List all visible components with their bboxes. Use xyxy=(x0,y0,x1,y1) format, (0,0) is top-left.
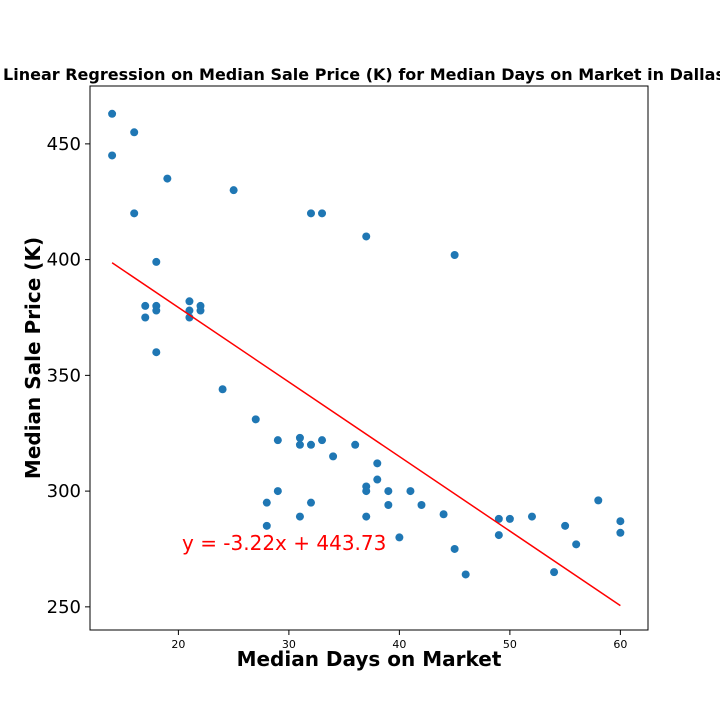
y-tick-label: 300 xyxy=(47,481,81,502)
data-point xyxy=(594,496,603,505)
chart-title: Linear Regression on Median Sale Price (… xyxy=(3,65,720,84)
data-point xyxy=(351,440,360,449)
data-point xyxy=(494,531,503,540)
data-point xyxy=(362,512,371,521)
data-point xyxy=(318,209,327,218)
data-point xyxy=(262,498,271,507)
data-point xyxy=(362,487,371,496)
data-point xyxy=(130,128,139,137)
data-point xyxy=(373,475,382,484)
data-point xyxy=(616,517,625,526)
axis-ticks: 20 30 40 50 60 250 300 350 400 450 xyxy=(47,134,628,651)
y-tick-label: 350 xyxy=(47,365,81,386)
regression-equation: y = -3.22x + 443.73 xyxy=(182,531,386,555)
data-point xyxy=(450,250,459,259)
data-point xyxy=(108,109,117,118)
data-point xyxy=(373,459,382,468)
y-axis-label: Median Sale Price (K) xyxy=(21,237,45,479)
data-point xyxy=(505,514,514,523)
data-point xyxy=(152,257,161,266)
data-point xyxy=(494,514,503,523)
data-point xyxy=(185,306,194,315)
data-point xyxy=(306,498,315,507)
data-point xyxy=(384,487,393,496)
data-point xyxy=(295,512,304,521)
data-point xyxy=(295,440,304,449)
data-point xyxy=(461,570,470,579)
data-point xyxy=(229,186,238,195)
y-tick-label: 450 xyxy=(47,134,81,155)
data-point xyxy=(306,440,315,449)
y-tick-label: 400 xyxy=(47,250,81,271)
x-tick-label: 30 xyxy=(282,638,296,651)
data-point xyxy=(163,174,172,183)
data-point xyxy=(406,487,415,496)
data-point xyxy=(417,500,426,509)
regression-line-group xyxy=(111,262,621,607)
data-point xyxy=(329,452,338,461)
data-point xyxy=(306,209,315,218)
data-point xyxy=(196,306,205,315)
data-point xyxy=(561,521,570,530)
data-point xyxy=(108,151,117,160)
data-point xyxy=(550,568,559,577)
data-point xyxy=(130,209,139,218)
data-point xyxy=(318,436,327,445)
data-point xyxy=(395,533,404,542)
data-point xyxy=(185,297,194,306)
plot-area xyxy=(89,85,649,631)
data-point xyxy=(251,415,260,424)
data-point xyxy=(152,348,161,357)
data-point xyxy=(273,487,282,496)
data-point xyxy=(450,544,459,553)
x-tick-label: 60 xyxy=(613,638,627,651)
regression-line xyxy=(111,262,621,607)
x-axis-label: Median Days on Market xyxy=(237,647,502,671)
data-point xyxy=(273,436,282,445)
x-tick-label: 40 xyxy=(392,638,406,651)
data-point xyxy=(362,232,371,241)
data-point xyxy=(152,306,161,315)
data-point xyxy=(439,510,448,519)
data-point xyxy=(262,521,271,530)
data-point xyxy=(527,512,536,521)
y-tick-label: 250 xyxy=(47,597,81,618)
data-point xyxy=(218,385,227,394)
data-point xyxy=(141,313,150,322)
x-tick-label: 20 xyxy=(171,638,185,651)
data-point xyxy=(572,540,581,549)
data-point xyxy=(141,301,150,310)
data-points xyxy=(108,109,625,579)
data-point xyxy=(295,433,304,442)
data-point xyxy=(616,528,625,537)
data-point xyxy=(384,500,393,509)
x-tick-label: 50 xyxy=(503,638,517,651)
